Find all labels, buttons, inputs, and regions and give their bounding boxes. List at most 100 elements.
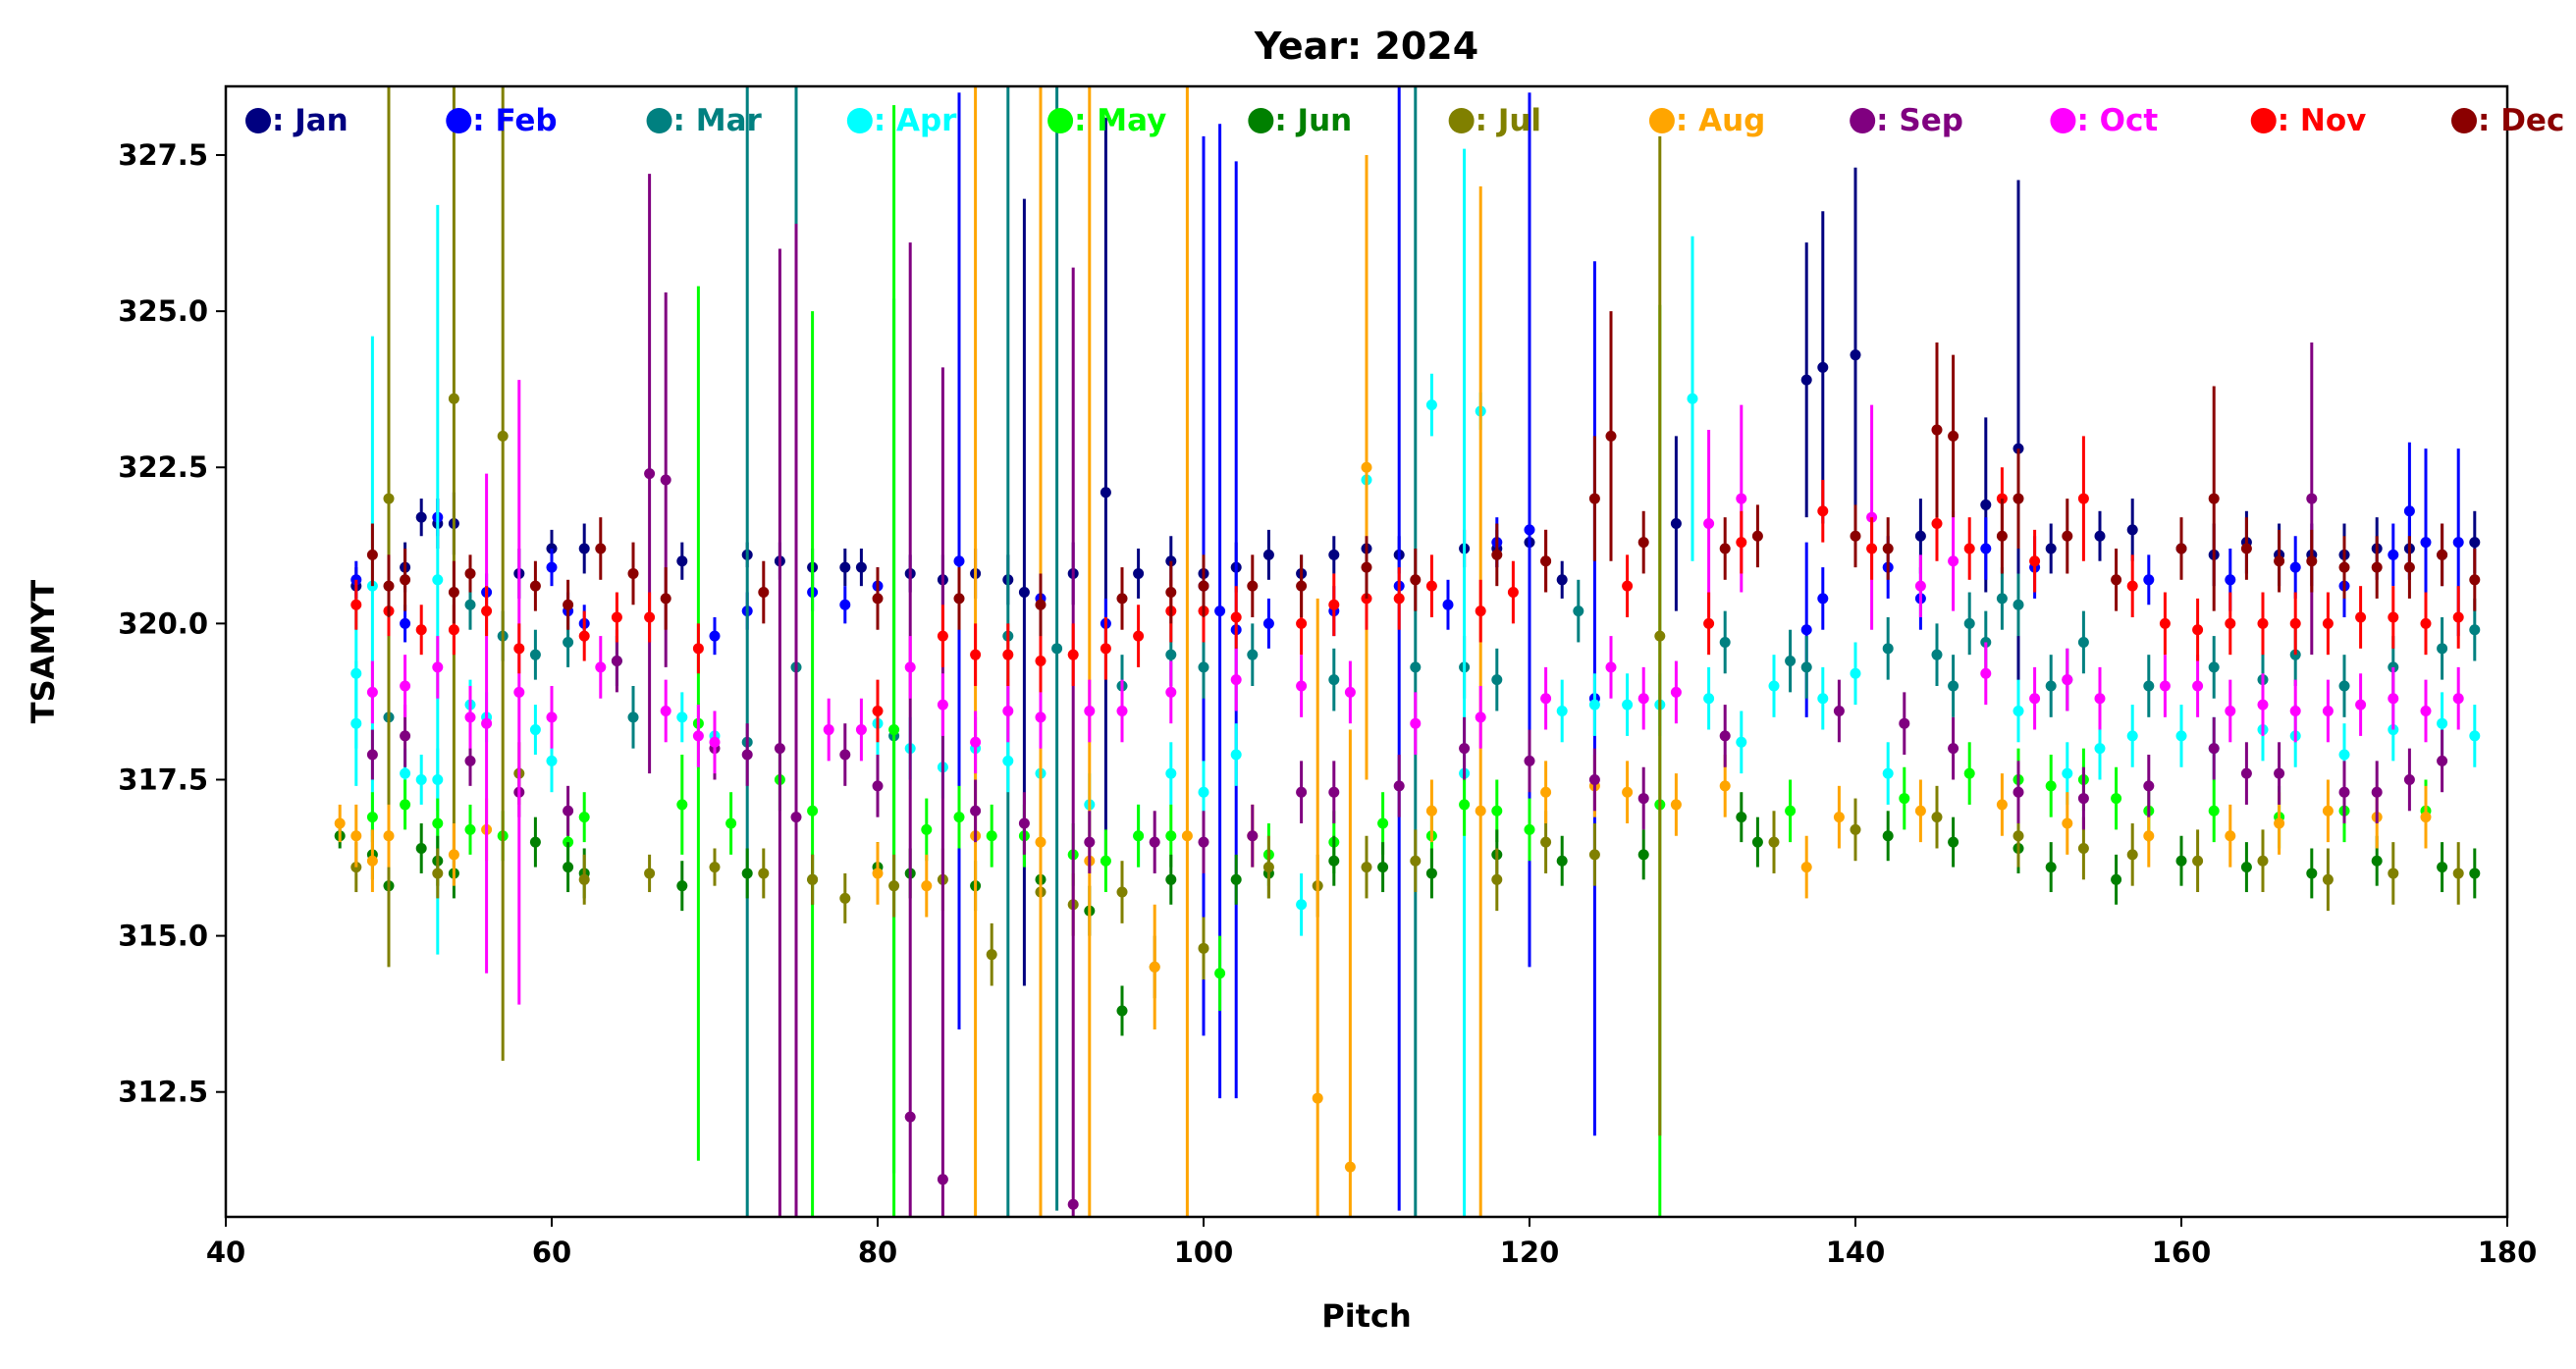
data-point [2289, 705, 2301, 716]
data-point [1296, 580, 1308, 592]
data-point [595, 543, 607, 554]
data-point [758, 587, 770, 599]
data-point [2355, 699, 2367, 711]
data-point [334, 817, 346, 829]
data-point [1116, 1005, 1128, 1017]
data-point [1361, 461, 1372, 473]
data-point [1703, 617, 1715, 629]
data-point [644, 468, 656, 480]
data-point [2452, 537, 2464, 549]
data-point [1751, 836, 1763, 848]
legend-marker [1448, 108, 1475, 133]
legend-item-jul: : Jul [1448, 103, 1541, 138]
data-point [1948, 555, 1959, 567]
data-point [1817, 505, 1829, 517]
data-point [432, 868, 444, 879]
data-point [448, 393, 459, 404]
data-point [366, 855, 378, 867]
legend-item-jan: : Jan [245, 103, 349, 138]
data-point [790, 812, 802, 823]
data-point [986, 830, 997, 842]
data-point [415, 511, 427, 523]
data-point [1410, 855, 1422, 867]
data-point [1899, 717, 1910, 729]
data-point [1963, 767, 1975, 779]
data-point [2469, 537, 2481, 549]
data-point [1719, 543, 1731, 554]
data-point [366, 812, 378, 823]
data-point [1002, 649, 1014, 660]
y-tick-label: 317.5 [118, 763, 208, 796]
data-point [2175, 543, 2187, 554]
legend-marker [646, 108, 672, 133]
data-point [2240, 862, 2252, 873]
data-point [2437, 643, 2448, 655]
data-point [2062, 767, 2073, 779]
data-point [2062, 817, 2073, 829]
data-point [1491, 549, 1503, 560]
x-tick-label: 80 [858, 1236, 897, 1269]
data-point [1018, 587, 1030, 599]
legend-label: : Feb [472, 103, 557, 138]
data-point [2371, 786, 2383, 798]
data-point [383, 580, 395, 592]
data-point [1980, 543, 1992, 554]
data-point [1948, 430, 1959, 442]
data-point [2306, 493, 2318, 504]
data-point [2208, 805, 2220, 816]
data-point [464, 755, 476, 766]
data-point [546, 755, 558, 766]
data-point [1540, 836, 1552, 848]
legend-marker [1850, 108, 1876, 133]
data-point [1084, 705, 1096, 716]
data-point [2062, 530, 2073, 542]
data-point [1133, 630, 1145, 642]
data-point [563, 862, 574, 873]
data-point [546, 561, 558, 573]
data-point [1800, 862, 1812, 873]
data-point [1262, 862, 1274, 873]
data-point [383, 830, 395, 842]
data-point [2062, 674, 2073, 686]
data-point [2452, 611, 2464, 623]
legend-marker [1047, 108, 1074, 133]
data-point [676, 799, 688, 811]
data-point [1556, 855, 1568, 867]
data-point [2126, 524, 2138, 536]
plot-area [334, 86, 2481, 1217]
data-point [1882, 830, 1894, 842]
data-point [1344, 686, 1356, 698]
data-point [709, 862, 721, 873]
data-point [1866, 543, 1878, 554]
data-point [970, 805, 982, 816]
data-point [1002, 705, 1014, 716]
data-point [1247, 649, 1259, 660]
data-point [1328, 549, 1340, 560]
data-point [937, 1174, 948, 1185]
data-point [2094, 743, 2106, 755]
data-point [1588, 773, 1600, 785]
data-point [400, 767, 411, 779]
data-point [1035, 656, 1046, 667]
data-point [1247, 580, 1259, 592]
data-point [529, 580, 541, 592]
data-point [1899, 793, 1910, 805]
data-point [1588, 849, 1600, 861]
data-point [2289, 561, 2301, 573]
data-point [1670, 799, 1682, 811]
data-point [1800, 624, 1812, 636]
data-point [1524, 755, 1535, 766]
data-point [937, 699, 948, 711]
data-point [872, 780, 884, 792]
data-point [2338, 561, 2350, 573]
data-point [2306, 555, 2318, 567]
data-point [774, 743, 785, 755]
data-point [953, 812, 965, 823]
data-point [529, 836, 541, 848]
legend-item-mar: : Mar [646, 103, 763, 138]
data-point [2388, 868, 2399, 879]
data-point [676, 711, 688, 723]
data-point [2094, 693, 2106, 705]
data-point [1198, 661, 1209, 673]
data-point [1622, 699, 1634, 711]
